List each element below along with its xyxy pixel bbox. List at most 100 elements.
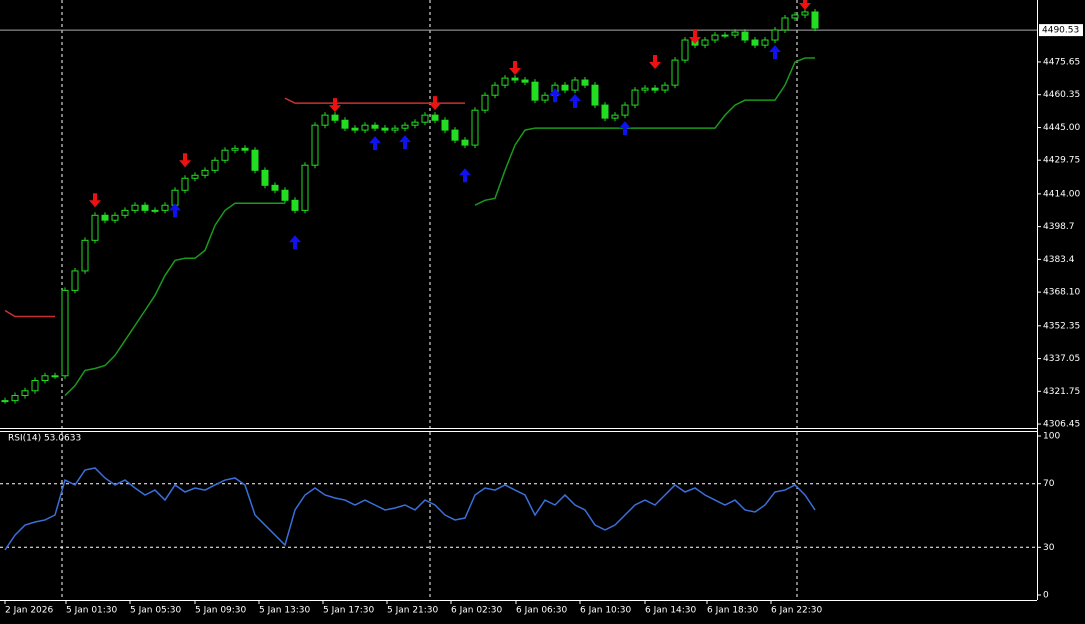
signal-arrow <box>799 0 811 10</box>
x-tick-label: 5 Jan 17:30 <box>323 606 375 616</box>
y-tick-label: 100 <box>1043 432 1060 442</box>
x-tick-label: 6 Jan 02:30 <box>451 606 503 616</box>
candle-body <box>51 375 59 378</box>
candle-body <box>471 109 479 146</box>
candle-body <box>481 94 489 111</box>
x-tick-label: 5 Jan 05:30 <box>130 606 182 616</box>
signal-arrow <box>619 121 631 136</box>
signal-arrow <box>169 203 181 218</box>
y-tick-label: 70 <box>1043 479 1055 489</box>
candle-body <box>811 11 819 29</box>
candle-body <box>321 114 329 126</box>
y-tick-label: 4475.65 <box>1043 57 1080 67</box>
candle-body <box>411 121 419 126</box>
candle-body <box>261 169 269 186</box>
candle-body <box>131 204 139 211</box>
candle-body <box>581 79 589 86</box>
signal-arrow <box>649 55 661 70</box>
candle-body <box>371 124 379 129</box>
candle-body <box>41 375 49 381</box>
candle-body <box>381 127 389 131</box>
y-tick-label: 30 <box>1043 543 1055 553</box>
y-tick-label: 4306.45 <box>1043 420 1080 430</box>
candle-body <box>71 270 79 291</box>
candle-body <box>231 147 239 151</box>
y-tick-label: 4321.75 <box>1043 387 1080 397</box>
candle-body <box>361 124 369 131</box>
candle-body <box>741 31 749 41</box>
candle-body <box>201 169 209 176</box>
candle-body <box>761 39 769 46</box>
y-tick-label: 4383.4 <box>1043 255 1075 265</box>
y-tick-label: 0 <box>1043 591 1049 601</box>
y-tick-label: 4445.00 <box>1043 123 1080 133</box>
candle-body <box>711 34 719 41</box>
candle-body <box>91 214 99 241</box>
signal-arrow <box>549 88 561 103</box>
signal-arrow <box>569 94 581 109</box>
signal-arrow <box>329 98 341 113</box>
x-tick-label: 6 Jan 06:30 <box>516 606 568 616</box>
candle-body <box>241 147 249 151</box>
candle-body <box>351 127 359 131</box>
candle-body <box>21 390 29 396</box>
x-tick-label: 6 Jan 22:30 <box>771 606 823 616</box>
y-tick-label: 4352.35 <box>1043 321 1080 331</box>
candle-body <box>431 114 439 121</box>
candle-body <box>791 14 799 19</box>
x-tick-label: 6 Jan 10:30 <box>580 606 632 616</box>
candle-body <box>11 394 19 402</box>
candle-body <box>611 114 619 119</box>
candle-body <box>451 129 459 141</box>
candle-body <box>781 17 789 31</box>
candle-body <box>311 124 319 166</box>
candle-body <box>571 79 579 91</box>
candle-body <box>701 39 709 46</box>
candle-body <box>161 204 169 211</box>
signal-arrow <box>509 61 521 76</box>
candle-body <box>301 164 309 211</box>
candle-body <box>541 94 549 101</box>
x-tick-label: 6 Jan 18:30 <box>707 606 759 616</box>
x-tick-label: 5 Jan 01:30 <box>66 606 118 616</box>
candle-body <box>511 77 519 81</box>
candle-body <box>271 184 279 191</box>
candle-body <box>291 199 299 211</box>
candle-body <box>651 87 659 91</box>
candle-body <box>721 34 729 37</box>
x-tick-label: 6 Jan 14:30 <box>645 606 697 616</box>
y-tick-label: 4414.00 <box>1043 189 1080 199</box>
candle-body <box>491 84 499 96</box>
candle-body <box>171 189 179 206</box>
candle-body <box>401 124 409 129</box>
candle-body <box>181 177 189 191</box>
candle-body <box>221 149 229 161</box>
y-tick-label: 4398.7 <box>1043 222 1075 232</box>
candle-body <box>601 104 609 119</box>
indicator-line <box>64 57 815 397</box>
current-price-label: 4490.53 <box>1042 26 1079 36</box>
x-tick-label: 5 Jan 21:30 <box>387 606 439 616</box>
candle-body <box>561 84 569 91</box>
x-tick-label: 5 Jan 13:30 <box>259 606 311 616</box>
candle-body <box>341 119 349 129</box>
candle-body <box>441 119 449 131</box>
candle-body <box>631 89 639 106</box>
candle-body <box>141 204 149 211</box>
candle-body <box>61 289 69 377</box>
candle-body <box>771 29 779 41</box>
candle-body <box>211 159 219 171</box>
current-price-box <box>1039 24 1083 37</box>
x-tick-label: 5 Jan 09:30 <box>195 606 247 616</box>
candle-body <box>151 209 159 212</box>
candle-body <box>331 114 339 121</box>
candle-body <box>121 209 129 216</box>
candle-body <box>31 379 39 392</box>
candle-body <box>461 139 469 146</box>
x-tick-label: 2 Jan 2026 <box>5 606 53 616</box>
candle-body <box>531 81 539 101</box>
rsi-title: RSI(14) 53.0633 <box>8 434 81 444</box>
candle-body <box>801 11 809 16</box>
signal-arrow <box>89 193 101 208</box>
